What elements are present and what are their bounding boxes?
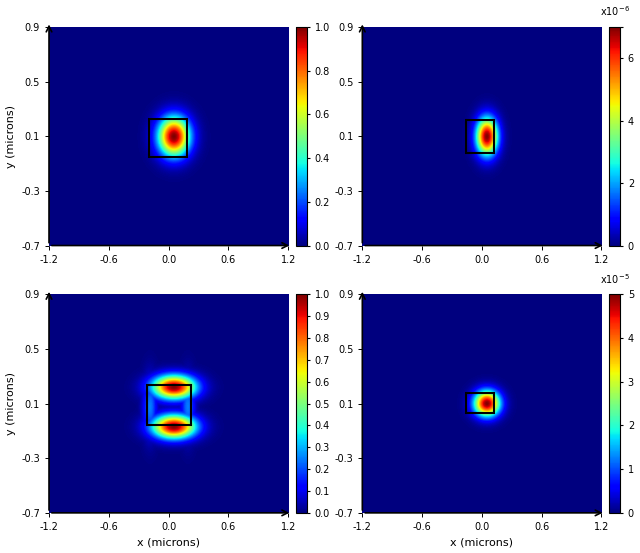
Text: x10$^{-6}$: x10$^{-6}$ <box>600 4 630 18</box>
Bar <box>467 393 494 413</box>
Bar <box>467 120 494 153</box>
Text: x10$^{-5}$: x10$^{-5}$ <box>600 272 630 286</box>
Y-axis label: y (microns): y (microns) <box>6 105 15 168</box>
X-axis label: x (microns): x (microns) <box>451 538 513 547</box>
X-axis label: x (microns): x (microns) <box>137 538 200 547</box>
Bar <box>147 384 191 425</box>
Y-axis label: y (microns): y (microns) <box>6 372 15 435</box>
Bar <box>148 118 186 157</box>
